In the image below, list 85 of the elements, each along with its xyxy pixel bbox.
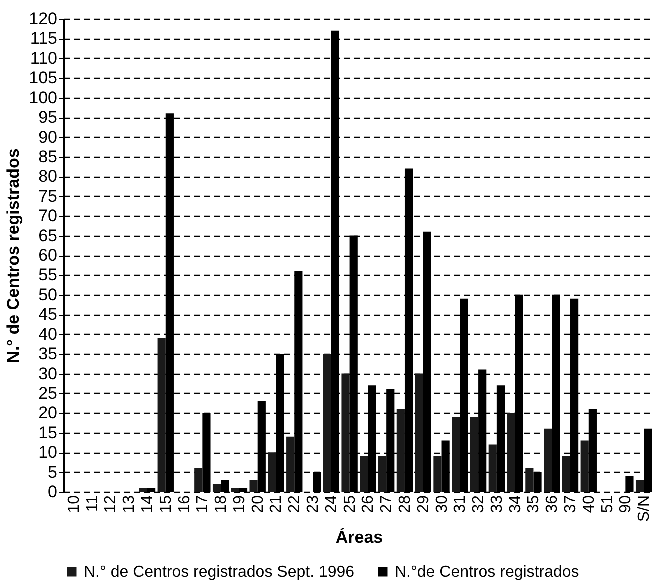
- bar: [580, 440, 589, 492]
- y-tick-label: 105: [29, 68, 58, 88]
- bar: [507, 413, 516, 492]
- bar: [360, 456, 368, 492]
- bar: [342, 374, 350, 492]
- x-tick-label: 11: [84, 495, 102, 512]
- bar: [158, 338, 166, 492]
- bar: [286, 436, 295, 492]
- x-tick-label: 27: [378, 495, 396, 514]
- x-tick-label: 34: [507, 495, 524, 514]
- bar: [323, 354, 332, 492]
- y-tick-label: 120: [29, 10, 58, 28]
- x-tick-label: 14: [139, 495, 156, 514]
- bar: [488, 444, 497, 492]
- x-tick-label: 51: [599, 495, 616, 514]
- bar: [231, 488, 240, 492]
- y-tick-label: 95: [38, 108, 58, 128]
- bar: [470, 417, 479, 492]
- y-tick-label: 10: [38, 443, 58, 462]
- y-tick-label: 45: [38, 305, 58, 324]
- y-tick-label: 30: [38, 364, 58, 384]
- bar: [434, 456, 442, 492]
- x-tick-label: 25: [342, 495, 359, 514]
- y-tick-label: 35: [38, 344, 58, 364]
- bar: [139, 488, 148, 492]
- x-tick-label: 26: [360, 495, 378, 514]
- x-tick-label: 40: [580, 495, 598, 514]
- y-tick-label: 15: [38, 423, 58, 442]
- y-tick-label: 110: [30, 48, 58, 68]
- x-axis-title: Áreas: [336, 527, 384, 548]
- x-tick-label: 13: [121, 495, 138, 514]
- bar: [544, 428, 552, 492]
- bar: [526, 468, 534, 492]
- y-axis-title: N.° de Centros registrados: [4, 148, 24, 364]
- y-tick-label: 20: [38, 404, 58, 423]
- x-tick-label: 24: [323, 495, 340, 514]
- bar: [268, 452, 276, 492]
- y-tick-label: 0: [48, 482, 58, 502]
- x-tick-label: 30: [434, 495, 451, 514]
- x-tick-label: S/N: [636, 496, 654, 522]
- legend-label: N.°de Centros registrados: [395, 564, 580, 581]
- x-tick-label: 36: [544, 495, 562, 514]
- bar: [194, 468, 203, 492]
- y-tick-label: 90: [38, 128, 58, 147]
- bar: [250, 480, 258, 492]
- y-tick-label: 40: [38, 324, 58, 344]
- bar: [396, 409, 405, 492]
- y-tick-label: 115: [30, 29, 58, 48]
- y-tick-label: 25: [38, 384, 58, 403]
- x-tick-label: 29: [415, 495, 432, 514]
- y-tick-label: 80: [38, 167, 58, 186]
- legend-label: N.° de Centros registrados Sept. 1996: [84, 564, 355, 581]
- bar: [562, 456, 570, 492]
- x-tick-label: 16: [176, 495, 194, 514]
- y-tick-label: 75: [38, 186, 58, 206]
- x-tick-label: 90: [618, 495, 635, 514]
- y-tick-label: 55: [38, 266, 58, 285]
- x-tick-label: 12: [102, 495, 120, 514]
- x-tick-label: 22: [286, 495, 304, 514]
- y-tick-label: 100: [29, 88, 58, 108]
- y-tick-label: 65: [38, 226, 58, 246]
- y-tick-label: 50: [38, 285, 58, 304]
- x-tick-label: 20: [250, 495, 267, 514]
- x-tick-label: 17: [194, 495, 212, 514]
- x-tick-label: 19: [231, 495, 248, 514]
- x-tick-label: 37: [562, 495, 580, 514]
- bar: [636, 480, 644, 492]
- y-tick-label: 70: [38, 206, 58, 226]
- y-tick-label: 60: [38, 246, 58, 265]
- y-tick-label: 85: [38, 147, 58, 166]
- x-tick-label: 35: [526, 495, 543, 514]
- x-tick-label: 15: [158, 495, 175, 514]
- bar: [452, 417, 460, 492]
- y-tick-label: 5: [48, 462, 58, 482]
- bar: [378, 456, 387, 492]
- x-tick-label: 10: [66, 495, 83, 514]
- x-tick-label: 31: [452, 495, 470, 514]
- x-tick-label: 33: [488, 495, 506, 514]
- x-tick-label: 18: [213, 495, 230, 514]
- x-tick-label: 28: [396, 495, 414, 514]
- x-tick-label: 21: [268, 495, 286, 514]
- x-tick-label: 23: [305, 495, 322, 514]
- bar: [415, 374, 424, 492]
- bar: [212, 484, 222, 492]
- x-tick-label: 32: [470, 495, 488, 514]
